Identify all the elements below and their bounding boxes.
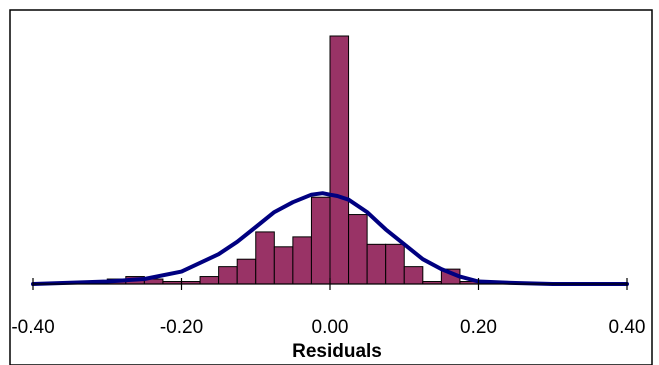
- histogram-bar-11: [310, 196, 331, 285]
- histogram-bar-9: [273, 246, 294, 285]
- histogram-bar-10: [292, 236, 312, 285]
- histogram-bar-5: [199, 276, 220, 285]
- histogram-bar-7: [236, 258, 257, 285]
- normal-curve: [31, 191, 629, 286]
- histogram-bar-13: [348, 214, 368, 285]
- x-axis-ticks: -0.40 -0.20 0.00 0.20 0.40: [11, 278, 645, 338]
- histogram-bar-14: [366, 243, 387, 285]
- x-axis-title: Residuals: [292, 341, 382, 362]
- histogram-bar-16: [403, 266, 424, 285]
- histogram-bar-8: [255, 231, 275, 285]
- x-tick-label-4: 0.40: [609, 317, 646, 338]
- x-tick-label-1: -0.20: [160, 317, 203, 338]
- histogram-bar-15: [385, 243, 405, 285]
- histogram-bar-6: [218, 266, 238, 285]
- x-tick-label-2: 0.00: [312, 317, 349, 338]
- x-tick-label-3: 0.20: [460, 317, 497, 338]
- histogram-bar-12: [329, 35, 350, 285]
- x-tick-label-0: -0.40: [11, 317, 54, 338]
